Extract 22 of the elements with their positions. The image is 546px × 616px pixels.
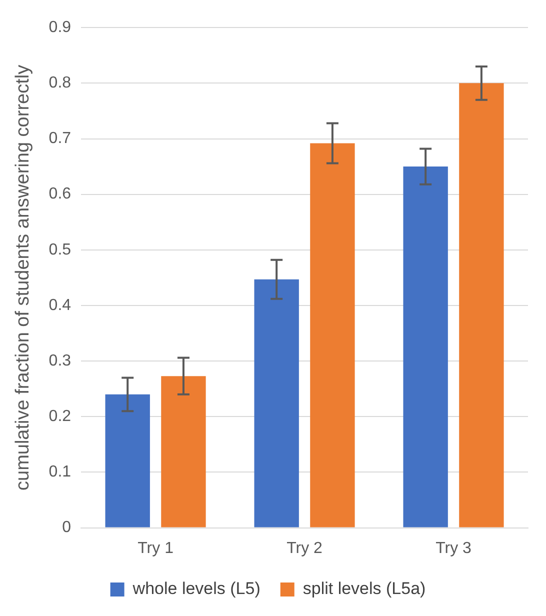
y-tick-label: 0.1 [48, 464, 72, 481]
y-tick-label: 0.7 [48, 130, 72, 148]
y-tick-label: 0.4 [48, 296, 72, 314]
y-tick-label: 0.3 [48, 352, 72, 370]
x-tick-label: Try 3 [436, 540, 472, 557]
legend-label: whole levels (L5) [132, 579, 260, 598]
x-tick-label: Try 2 [286, 540, 323, 557]
y-tick-label: 0.9 [48, 19, 72, 36]
y-tick-label: 0.5 [48, 241, 72, 258]
bar [105, 394, 150, 528]
y-tick-label: 0.6 [48, 186, 72, 203]
bar [254, 279, 299, 528]
y-tick-label: 0.2 [48, 408, 72, 426]
y-tick-label: 0.8 [48, 74, 72, 92]
bar [310, 143, 355, 528]
y-tick-label: 0 [62, 519, 72, 536]
bar [161, 376, 206, 528]
bar [459, 83, 504, 528]
legend-label: split levels (L5a) [302, 579, 426, 598]
x-tick-label: Try 1 [138, 540, 174, 557]
bar [403, 166, 448, 528]
y-axis-title: cumulative fraction of students answering correctly [12, 64, 34, 490]
